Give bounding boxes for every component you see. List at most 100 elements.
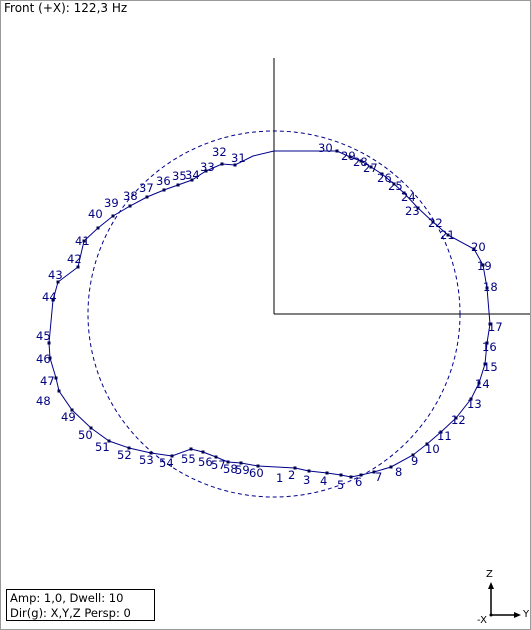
point-label: 35 xyxy=(172,169,187,183)
measurement-point xyxy=(411,453,415,457)
point-label: 51 xyxy=(95,440,110,454)
point-label: 32 xyxy=(212,145,227,159)
measurement-point xyxy=(325,471,329,475)
measurement-point xyxy=(201,450,205,454)
measurement-point xyxy=(472,247,476,251)
measurement-point xyxy=(416,206,420,210)
measurement-point xyxy=(380,172,384,176)
point-label: 33 xyxy=(200,160,215,174)
measurement-point xyxy=(446,233,450,237)
measurement-point xyxy=(372,470,376,474)
point-label: 37 xyxy=(139,181,154,195)
point-label: 22 xyxy=(428,216,443,230)
direction-persp-text: Dir(g): X,Y,Z Persp: 0 xyxy=(10,606,131,620)
point-label: 9 xyxy=(411,454,418,468)
point-label: 12 xyxy=(451,413,466,427)
measurement-point xyxy=(369,165,373,169)
point-label: 34 xyxy=(185,168,200,182)
measurement-point xyxy=(431,220,435,224)
point-label: 41 xyxy=(75,234,90,248)
point-label: 7 xyxy=(375,470,382,484)
measurement-point xyxy=(70,408,74,412)
measurement-point xyxy=(190,178,194,182)
coordinate-triad: Z Y -X xyxy=(477,569,530,625)
point-label: 19 xyxy=(477,259,492,273)
measurement-point xyxy=(56,280,60,284)
point-label: 53 xyxy=(139,453,154,467)
point-label: 17 xyxy=(488,320,503,334)
measurement-point xyxy=(335,149,339,153)
measurement-point xyxy=(51,298,55,302)
point-label: 30 xyxy=(318,141,333,155)
measurement-point xyxy=(145,195,149,199)
measurement-point xyxy=(485,341,489,345)
measurement-point xyxy=(359,159,363,163)
point-label: 8 xyxy=(395,465,402,479)
measurement-point xyxy=(488,322,492,326)
measurement-point xyxy=(349,475,353,479)
amp-dwell-text: Amp: 1,0, Dwell: 10 xyxy=(10,591,124,605)
triad-z-label: Z xyxy=(486,569,493,580)
measurement-point xyxy=(128,204,132,208)
point-label: 58 xyxy=(223,462,238,476)
point-label: 26 xyxy=(377,171,392,185)
point-label: 6 xyxy=(355,475,362,489)
measurement-point xyxy=(293,466,297,470)
point-label: 13 xyxy=(467,397,482,411)
measurement-point xyxy=(389,465,393,469)
measurement-point xyxy=(149,451,153,455)
point-label: 5 xyxy=(337,478,344,492)
point-label: 52 xyxy=(117,448,132,462)
measurement-point xyxy=(359,473,363,477)
point-label: 42 xyxy=(67,252,82,266)
undeformed-outline xyxy=(87,130,461,498)
point-label: 18 xyxy=(483,280,498,294)
measurement-point xyxy=(111,214,115,218)
triad-x-label: -X xyxy=(477,615,487,625)
point-label: 24 xyxy=(401,190,416,204)
point-label: 47 xyxy=(40,374,55,388)
measurement-points xyxy=(47,149,492,479)
measurement-point xyxy=(485,286,489,290)
triad-y-arrow-icon xyxy=(514,612,521,618)
measurement-point xyxy=(425,442,429,446)
measurement-point xyxy=(339,473,343,477)
point-label: 57 xyxy=(211,458,226,472)
point-label: 15 xyxy=(483,360,498,374)
measurement-point xyxy=(48,356,52,360)
measurement-point xyxy=(89,426,93,430)
point-label: 11 xyxy=(437,429,452,443)
measurement-point xyxy=(57,389,61,393)
point-label: 27 xyxy=(363,161,378,175)
point-label: 56 xyxy=(198,455,213,469)
measurement-point xyxy=(96,226,100,230)
point-label: 2 xyxy=(288,468,295,482)
point-label: 38 xyxy=(123,189,138,203)
point-label: 4 xyxy=(320,474,327,488)
point-label: 21 xyxy=(440,228,455,242)
point-label: 59 xyxy=(235,463,250,477)
point-label: 43 xyxy=(48,268,63,282)
point-label: 40 xyxy=(88,207,103,221)
point-label: 50 xyxy=(78,428,93,442)
measurement-point xyxy=(189,447,193,451)
triad-origin-icon xyxy=(489,613,493,617)
measurement-point xyxy=(214,455,218,459)
measurement-point xyxy=(392,182,396,186)
measurement-point xyxy=(439,430,443,434)
point-label: 3 xyxy=(303,473,310,487)
view-title: Front (+X): 122,3 Hz xyxy=(4,1,128,15)
point-label: 31 xyxy=(231,151,246,165)
measurement-point xyxy=(481,263,485,267)
point-label: 48 xyxy=(36,394,51,408)
point-label: 39 xyxy=(104,196,119,210)
measurement-point xyxy=(76,265,80,269)
point-label: 1 xyxy=(276,471,283,485)
measurement-point xyxy=(233,163,237,167)
point-label: 28 xyxy=(353,155,368,169)
triad-y-label: Y xyxy=(522,609,530,620)
triad-z-arrow-icon xyxy=(488,582,494,589)
point-label: 55 xyxy=(181,452,196,466)
